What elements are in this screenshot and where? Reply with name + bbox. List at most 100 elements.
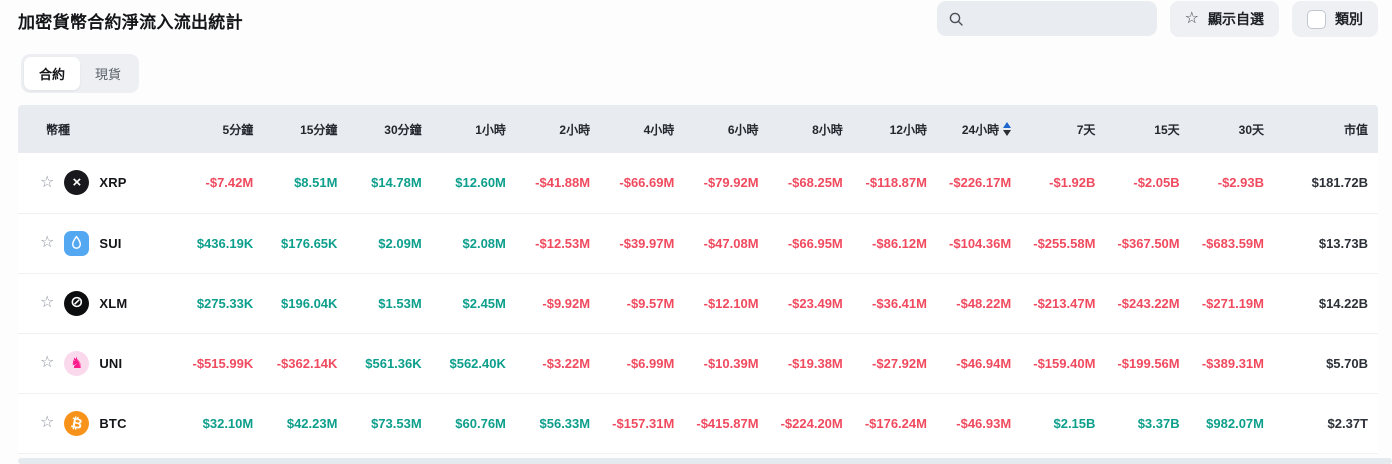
coin-cell: ☆ SUI bbox=[18, 213, 183, 274]
flow-value-cell: -$36.41M bbox=[856, 273, 941, 334]
column-header-15分鐘[interactable]: 15分鐘 bbox=[267, 105, 352, 153]
flow-value-cell: -$3.22M bbox=[519, 333, 605, 394]
market-cap-cell: $13.73B bbox=[1278, 213, 1378, 274]
column-header-5分鐘[interactable]: 5分鐘 bbox=[183, 105, 268, 153]
table-row-btc[interactable]: ☆ ₿ BTC $32.10M $42.23M $73.53M $60.76M $56.33M… bbox=[18, 393, 1378, 454]
flow-value-cell: -$7.42M bbox=[183, 153, 268, 214]
flow-value-cell: -$271.19M bbox=[1193, 273, 1278, 334]
flow-value-cell: -$19.38M bbox=[772, 333, 857, 394]
column-header-12小時[interactable]: 12小時 bbox=[856, 105, 941, 153]
flow-value-cell: -$389.31M bbox=[1193, 333, 1278, 394]
column-header-1小時[interactable]: 1小時 bbox=[435, 105, 520, 153]
flow-value-cell: -$243.22M bbox=[1109, 273, 1194, 334]
flow-value-cell: -$12.10M bbox=[688, 273, 773, 334]
flow-value-cell: $2.08M bbox=[435, 213, 520, 274]
table-row-xrp[interactable]: ☆ × XRP -$7.42M $8.51M $14.78M $12.60M -$41.88M… bbox=[18, 153, 1378, 214]
flows-table: 幣種 5分鐘 15分鐘 30分鐘 1小時 2小時 4小時 6小時 8小時 12小時 24小時 7天 15… bbox=[18, 105, 1378, 454]
xlm-logo-icon: ⊘ bbox=[64, 290, 90, 316]
coin-symbol: SUI bbox=[99, 235, 122, 251]
coin-cell: ☆ ♞ UNI bbox=[18, 333, 183, 394]
flow-value-cell: -$118.87M bbox=[856, 153, 941, 214]
flows-table-wrap: 幣種 5分鐘 15分鐘 30分鐘 1小時 2小時 4小時 6小時 8小時 12小時 24小時 7天 15… bbox=[18, 105, 1378, 454]
flow-value-cell: -$9.92M bbox=[519, 273, 605, 334]
column-header-8小時[interactable]: 8小時 bbox=[772, 105, 857, 153]
flow-value-cell: -$362.14K bbox=[267, 333, 352, 394]
sui-logo-icon bbox=[64, 230, 90, 256]
column-header-30分鐘[interactable]: 30分鐘 bbox=[351, 105, 436, 153]
flow-value-cell: -$66.95M bbox=[772, 213, 857, 274]
show-favorites-button[interactable]: ☆ 顯示自選 bbox=[1169, 1, 1279, 37]
flow-value-cell: -$12.53M bbox=[519, 213, 605, 274]
flow-value-cell: -$255.58M bbox=[1025, 213, 1110, 274]
flow-value-cell: -$68.25M bbox=[772, 153, 857, 214]
flow-value-cell: -$79.92M bbox=[688, 153, 773, 214]
flow-value-cell: -$47.08M bbox=[688, 213, 773, 274]
column-header-coin[interactable]: 幣種 bbox=[18, 105, 183, 153]
column-header-2小時[interactable]: 2小時 bbox=[519, 105, 605, 153]
column-header-15天[interactable]: 15天 bbox=[1109, 105, 1194, 153]
table-row-uni[interactable]: ☆ ♞ UNI -$515.99K -$362.14K $561.36K $562.40K -… bbox=[18, 333, 1378, 394]
category-label: 類別 bbox=[1335, 11, 1363, 27]
flow-value-cell: -$46.94M bbox=[940, 333, 1026, 394]
coin-symbol: UNI bbox=[99, 355, 123, 371]
coin-cell: ☆ ₿ BTC bbox=[18, 393, 183, 454]
coin-cell: ☆ × XRP bbox=[18, 153, 183, 214]
flow-value-cell: -$23.49M bbox=[772, 273, 857, 334]
favorite-star-icon[interactable]: ☆ bbox=[40, 173, 55, 191]
category-checkbox[interactable] bbox=[1307, 9, 1326, 29]
favorite-star-icon[interactable]: ☆ bbox=[40, 294, 55, 311]
coin-symbol: XLM bbox=[99, 295, 128, 311]
xrp-logo-icon: × bbox=[64, 170, 90, 196]
column-header-marketcap[interactable]: 市值 bbox=[1278, 105, 1378, 153]
market-type-tabs: 合約 現貨 bbox=[21, 54, 140, 93]
flow-value-cell: $56.33M bbox=[519, 393, 605, 454]
flow-value-cell: -$367.50M bbox=[1109, 213, 1194, 274]
flow-value-cell: -$10.39M bbox=[688, 333, 773, 394]
flow-value-cell: $275.33K bbox=[183, 273, 268, 334]
search-box[interactable] bbox=[936, 1, 1157, 36]
flow-value-cell: -$1.92B bbox=[1025, 153, 1110, 214]
market-cap-cell: $14.22B bbox=[1278, 273, 1378, 334]
top-bar: 加密貨幣合約淨流入流出統計 ☆ 顯示自選 類別 合約 現貨 bbox=[0, 0, 1392, 100]
flow-value-cell: $196.04K bbox=[267, 273, 352, 334]
table-row-xlm[interactable]: ☆ ⊘ XLM $275.33K $196.04K $1.53M $2.45M -$9.92M… bbox=[18, 273, 1378, 334]
column-header-4小時[interactable]: 4小時 bbox=[604, 105, 689, 153]
category-button[interactable]: 類別 bbox=[1292, 1, 1378, 37]
horizontal-scrollbar[interactable] bbox=[18, 458, 1392, 464]
flow-value-cell: $2.45M bbox=[435, 273, 520, 334]
flow-value-cell: $14.78M bbox=[351, 153, 436, 214]
flow-value-cell: -$41.88M bbox=[519, 153, 605, 214]
flow-value-cell: $561.36K bbox=[351, 333, 436, 394]
column-header-6小時[interactable]: 6小時 bbox=[688, 105, 773, 153]
flow-value-cell: $982.07M bbox=[1193, 393, 1278, 454]
flow-value-cell: -$9.57M bbox=[604, 273, 689, 334]
flow-value-cell: -$159.40M bbox=[1025, 333, 1110, 394]
page-title: 加密貨幣合約淨流入流出統計 bbox=[18, 13, 243, 32]
favorite-star-icon[interactable]: ☆ bbox=[40, 354, 55, 371]
table-header-row: 幣種 5分鐘 15分鐘 30分鐘 1小時 2小時 4小時 6小時 8小時 12小時 24小時 7天 15… bbox=[18, 105, 1378, 153]
flow-value-cell: -$27.92M bbox=[856, 333, 941, 394]
flow-value-cell: $562.40K bbox=[435, 333, 520, 394]
column-header-30天[interactable]: 30天 bbox=[1193, 105, 1278, 153]
column-header-24小時[interactable]: 24小時 bbox=[940, 105, 1026, 153]
sort-icon[interactable] bbox=[1003, 122, 1012, 136]
search-input[interactable] bbox=[971, 11, 1148, 26]
column-header-7天[interactable]: 7天 bbox=[1025, 105, 1110, 153]
flow-value-cell: -$224.20M bbox=[772, 393, 857, 454]
flow-value-cell: $2.09M bbox=[351, 213, 436, 274]
uni-logo-icon: ♞ bbox=[64, 350, 90, 376]
flow-value-cell: -$2.05B bbox=[1109, 153, 1194, 214]
coin-symbol: BTC bbox=[99, 415, 127, 431]
flow-value-cell: -$515.99K bbox=[183, 333, 268, 394]
tab-contracts[interactable]: 合約 bbox=[24, 57, 81, 90]
table-row-sui[interactable]: ☆ SUI $436.19K $176.65K $2.09M $2.08M -$12.53M… bbox=[18, 213, 1378, 274]
flow-value-cell: -$46.93M bbox=[940, 393, 1026, 454]
flow-value-cell: $73.53M bbox=[351, 393, 436, 454]
flow-value-cell: $42.23M bbox=[267, 393, 352, 454]
star-icon: ☆ bbox=[1184, 10, 1199, 27]
favorite-star-icon[interactable]: ☆ bbox=[40, 414, 55, 431]
favorite-star-icon[interactable]: ☆ bbox=[40, 234, 55, 251]
flow-value-cell: -$226.17M bbox=[940, 153, 1026, 214]
tab-spot[interactable]: 現貨 bbox=[95, 67, 122, 82]
flow-value-cell: -$39.97M bbox=[604, 213, 689, 274]
